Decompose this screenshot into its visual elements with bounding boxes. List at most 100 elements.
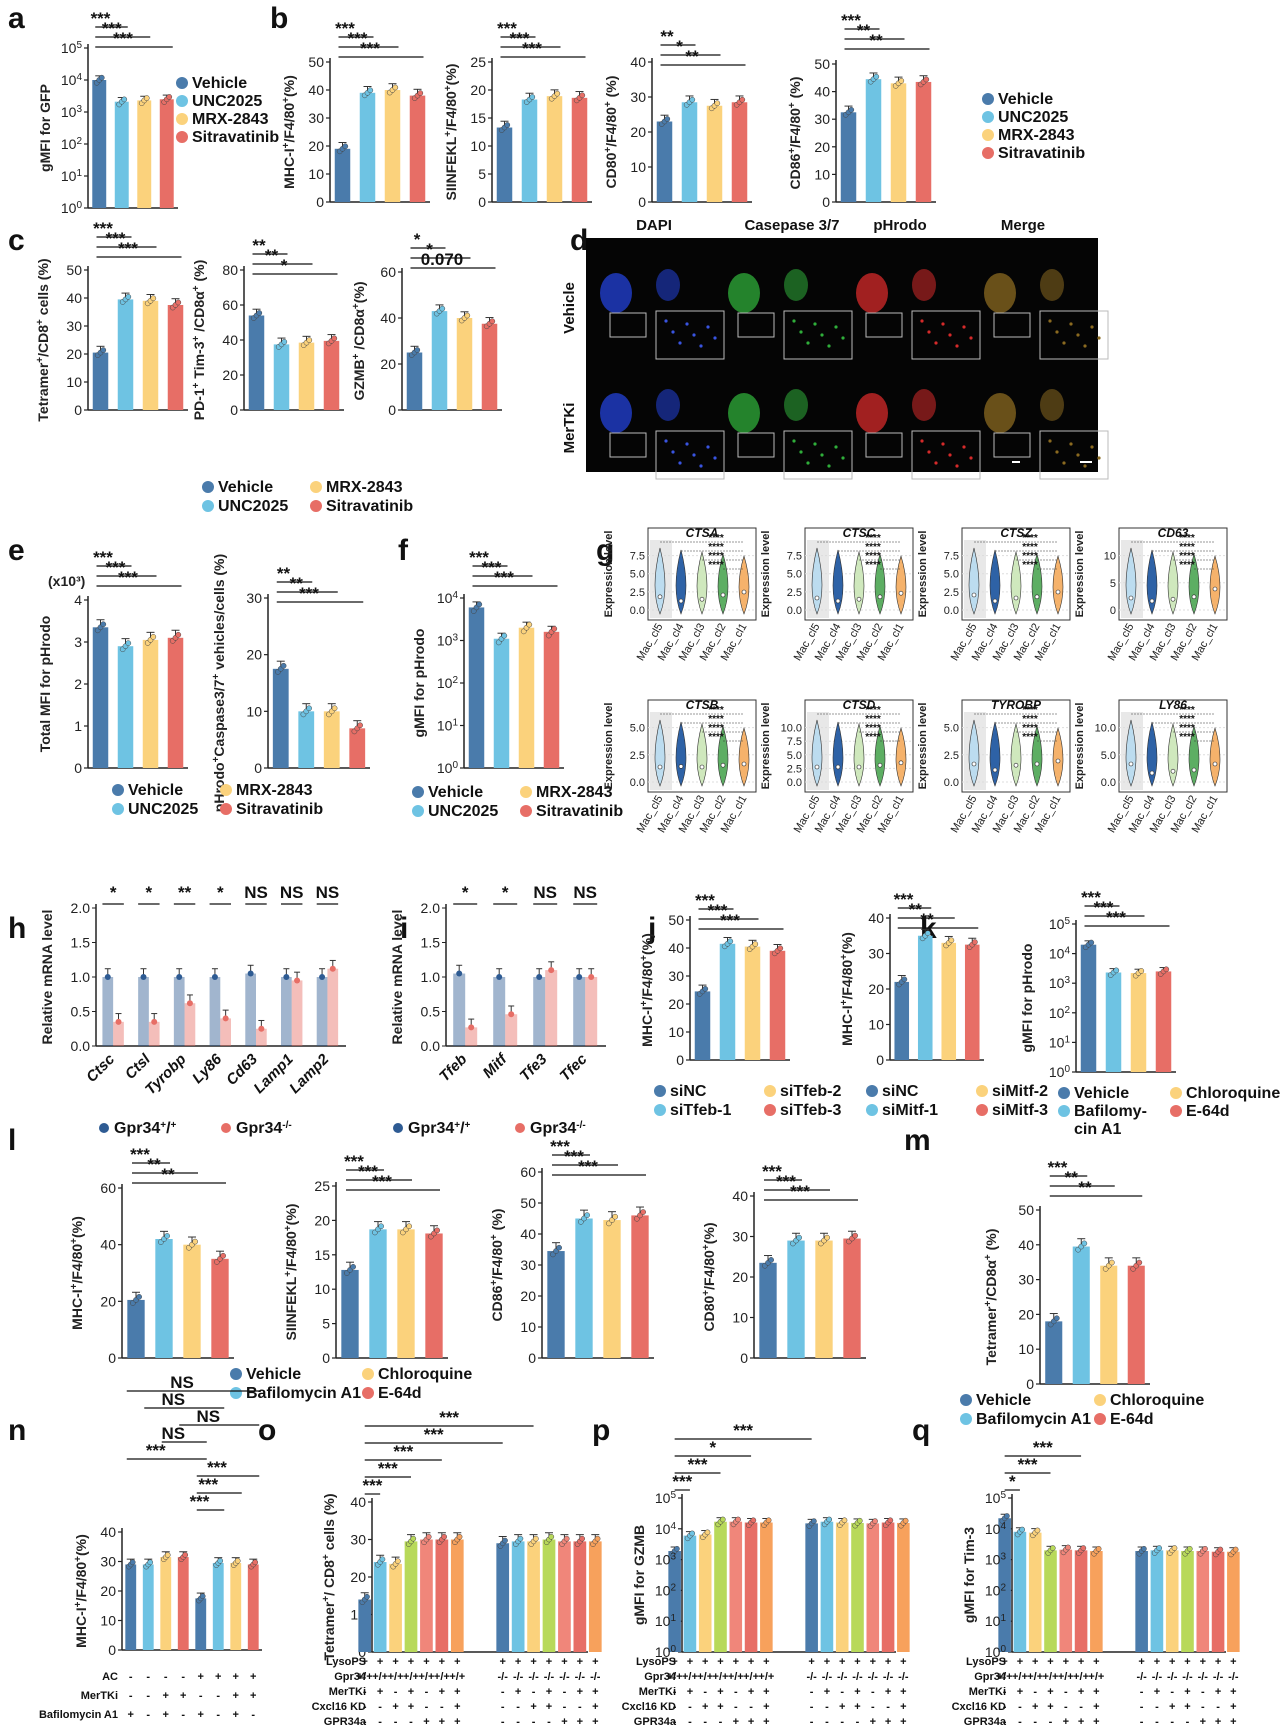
condition-value: - [1033,1716,1037,1728]
bar [92,627,109,768]
violin-shape [1031,552,1043,615]
data-point [1202,1545,1208,1552]
y-tick-label: 50 [66,262,82,278]
bar [406,352,423,410]
violin-title: CTSC [843,526,876,540]
condition-value: + [687,1656,693,1668]
legend-a-label: MRX-2843 [192,111,269,128]
violin-y-label: Expression level [1074,531,1086,618]
data-point [901,976,908,983]
condition-value: + [423,1716,429,1728]
sig-label: *** [118,239,138,258]
y-tick-label: 20 [732,1269,748,1285]
bar [571,97,588,202]
violin-median [699,764,705,770]
condition-value: - [688,1716,692,1728]
sig-label: *** [720,911,740,930]
y-axis-label: gMFI for pHrodo [411,629,427,738]
panel-letter-j: j [647,912,656,945]
data-point [439,305,446,312]
violin-sig: **** [865,723,881,734]
condition-value: + [592,1686,598,1698]
y-axis-label: SIINFEKL+/F4/80+(%) [283,1204,300,1341]
signal-dot [664,439,668,443]
data-point [306,337,313,343]
legend-f-swatch [520,805,532,817]
violin-shape [717,724,729,787]
condition-value: + [763,1716,769,1728]
condition-value: - [547,1716,551,1728]
bar [1100,1265,1118,1384]
condition-value: +/+ [1027,1671,1043,1683]
condition-value: - [1064,1701,1068,1713]
condition-value: + [1184,1686,1190,1698]
violin-median [856,764,862,770]
condition-value: +/+ [1058,1671,1074,1683]
inset-box [993,432,1031,458]
legend-c-swatch [202,481,214,493]
y-tick-label: 0 [322,1350,330,1366]
condition-value: - [378,1701,382,1713]
data-point [306,705,312,712]
zoom-box [911,310,981,360]
signal-dot [955,344,959,348]
bar [760,1522,773,1652]
condition-value: - [146,1709,150,1721]
condition-value: -/- [1198,1671,1209,1683]
sig-label: *** [494,568,514,587]
sig-label: NS [573,883,597,902]
condition-value: + [854,1701,860,1713]
violin-sig: **** [1179,714,1195,725]
y-tick-label: 10 [1018,1341,1034,1357]
legend-j1-swatch [654,1104,666,1116]
condition-value: - [673,1716,677,1728]
bar [1090,1551,1103,1652]
row-label: MerTKi [561,403,578,454]
violin-median [1034,594,1040,600]
legend-k-label: Bafilomy- [1074,1103,1147,1120]
inset-box [737,312,775,338]
sig-label: *** [550,1137,570,1156]
y-tick-label: 10 [314,1281,330,1297]
legend-l-label: Bafilomycin A1 [246,1385,361,1402]
sig-label: *** [439,1408,459,1427]
y-tick-label: 10 [668,1024,684,1040]
violin-shape [874,552,886,615]
condition-value: -/- [852,1671,863,1683]
sig-label: ** [1078,1178,1092,1197]
violin-y-tick: 0.0 [787,777,802,789]
legend-m-label: E-64d [1110,1411,1154,1428]
condition-value: + [824,1686,830,1698]
y-tick-label: 20 [314,1212,330,1228]
zoom-box [1039,430,1109,480]
condition-value: - [129,1690,133,1702]
condition-value: + [546,1701,552,1713]
signal-dot [1083,344,1087,348]
condition-value: - [1140,1686,1144,1698]
violin-shape [874,724,886,787]
condition-value: -/- [1228,1671,1239,1683]
data-point [811,1518,817,1525]
data-point [406,1223,412,1230]
condition-value: + [1017,1656,1023,1668]
data-point [579,1535,585,1542]
condition-value: +/+ [997,1671,1013,1683]
condition-value: - [1186,1716,1190,1728]
condition-label: GPR34a [964,1716,1007,1728]
legend-j2-swatch [976,1085,988,1097]
data-point [1156,1545,1163,1551]
bar [545,970,558,1046]
y-tick-label: 1.0 [421,969,441,985]
bar [298,342,315,410]
condition-value: + [1215,1656,1221,1668]
bar [138,977,149,1046]
signal-dot [806,341,810,345]
signal-dot [685,322,689,326]
condition-value: - [378,1716,382,1728]
sig-label: * [462,883,469,902]
y-tick-label: 30 [732,1229,748,1245]
condition-value: + [392,1701,398,1713]
violin-sig: **** [865,705,881,716]
violin-shape [968,719,980,787]
